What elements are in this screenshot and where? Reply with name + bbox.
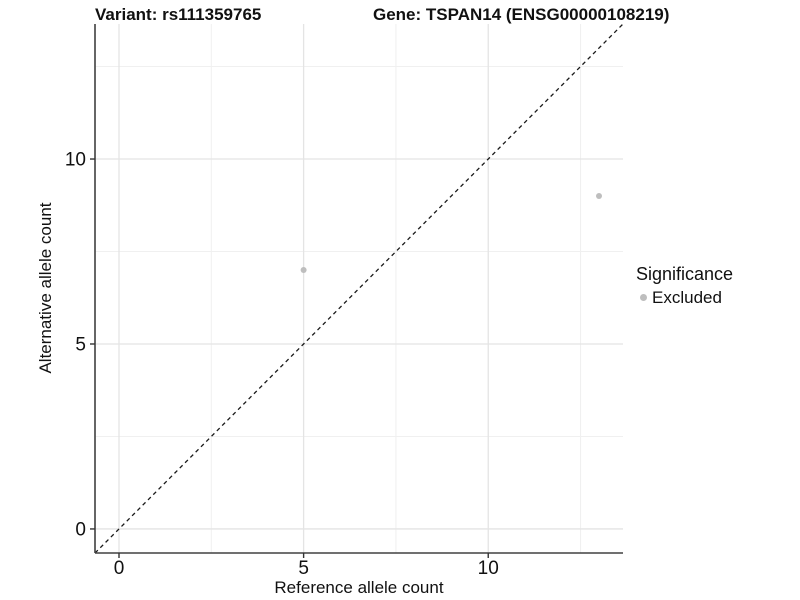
y-tick-label: 5 xyxy=(75,334,86,355)
data-point xyxy=(596,193,602,200)
gene-title: Gene: TSPAN14 (ENSG00000108219) xyxy=(373,5,670,24)
y-axis-label: Alternative allele count xyxy=(36,202,55,374)
legend-dot-icon xyxy=(640,294,647,301)
legend-item-excluded: Excluded xyxy=(636,287,733,308)
identity-reference-line xyxy=(94,23,624,554)
y-tick-label: 0 xyxy=(75,519,86,540)
x-tick-label: 10 xyxy=(478,558,499,579)
legend-title: Significance xyxy=(636,264,734,284)
y-tick-label: 10 xyxy=(65,150,86,171)
data-point xyxy=(300,267,307,274)
x-tick-label: 5 xyxy=(298,558,309,579)
x-axis-label: Reference allele count xyxy=(274,578,444,597)
legend: Significance Excluded xyxy=(636,264,733,308)
legend-item-label: Excluded xyxy=(652,288,722,307)
x-tick-label: 0 xyxy=(114,558,125,579)
variant-title: Variant: rs111359765 xyxy=(95,5,262,24)
